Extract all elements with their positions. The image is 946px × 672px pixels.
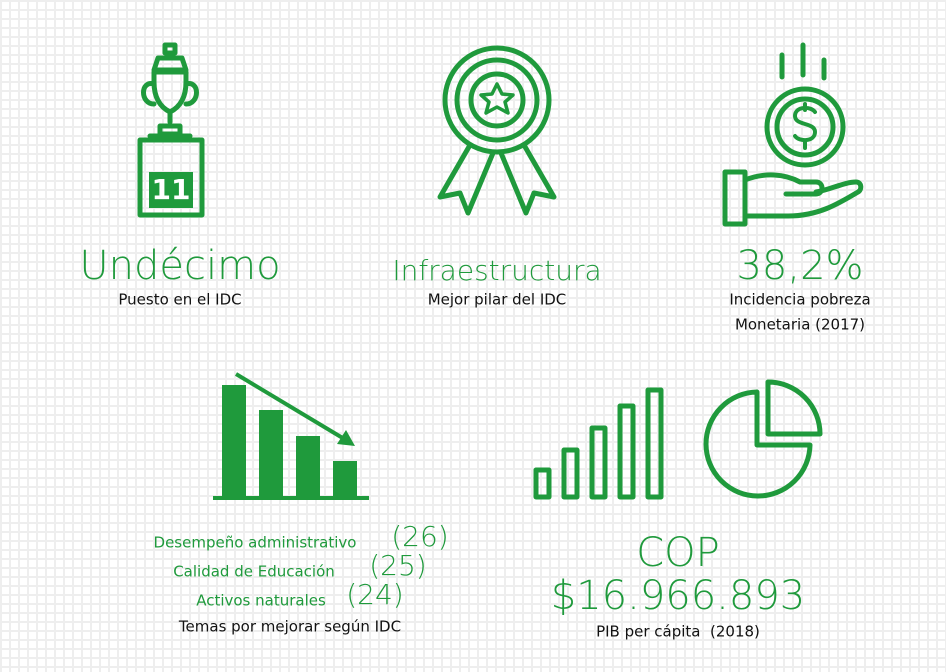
trophy-icon (137, 42, 205, 218)
item-title: 38,2% (736, 243, 863, 289)
item-subtitle: Monetaria (2017) (735, 316, 865, 334)
gdp-caption: PIB per cápita (2018) (596, 623, 760, 641)
item-subtitle: Mejor pilar del IDC (428, 291, 567, 309)
gdp-value: $16.966.893 (551, 573, 805, 619)
pie-icon (703, 379, 823, 499)
declining-chart-icon (213, 372, 369, 500)
rising-chart-icon (533, 387, 664, 500)
badge-number: 11 (152, 173, 191, 206)
theme-rank: (24) (346, 578, 403, 611)
theme-name: Activos naturales (196, 592, 326, 610)
money-hand-icon (722, 42, 864, 227)
theme-rank: (25) (369, 549, 426, 582)
badge-box (149, 172, 193, 208)
theme-rank: (26) (391, 520, 448, 553)
theme-name: Calidad de Educación (173, 563, 335, 581)
theme-caption: Temas por mejorar según IDC (178, 618, 401, 636)
item-subtitle: Incidencia pobreza (729, 291, 870, 309)
theme-name: Desempeño administrativo (154, 534, 357, 552)
gdp-currency: COP (636, 530, 720, 576)
item-subtitle: Puesto en el IDC (118, 291, 241, 309)
item-title: Infraestructura (392, 254, 601, 287)
medal-icon (437, 45, 557, 216)
item-title: Undécimo (79, 243, 280, 289)
